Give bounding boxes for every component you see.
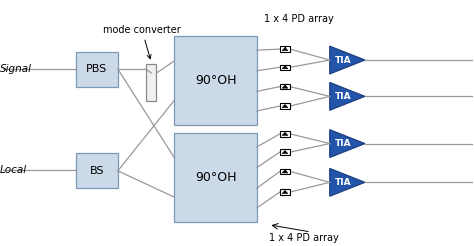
Text: 1 x 4 PD array: 1 x 4 PD array bbox=[269, 233, 339, 243]
Text: 1 x 4 PD array: 1 x 4 PD array bbox=[264, 14, 334, 24]
Text: Local: Local bbox=[0, 165, 27, 175]
Polygon shape bbox=[282, 190, 288, 194]
Bar bbox=[280, 103, 290, 109]
Bar bbox=[75, 153, 118, 188]
Text: Signal: Signal bbox=[0, 63, 32, 74]
Bar bbox=[280, 131, 290, 137]
Polygon shape bbox=[282, 132, 288, 135]
Polygon shape bbox=[330, 130, 365, 157]
Text: TIA: TIA bbox=[335, 139, 351, 148]
Polygon shape bbox=[330, 82, 365, 110]
Text: TIA: TIA bbox=[335, 178, 351, 187]
Polygon shape bbox=[282, 105, 288, 108]
Polygon shape bbox=[282, 66, 288, 69]
Text: BS: BS bbox=[90, 166, 104, 176]
Polygon shape bbox=[282, 170, 288, 173]
Polygon shape bbox=[330, 169, 365, 196]
Bar bbox=[75, 52, 118, 87]
Bar bbox=[280, 46, 290, 52]
Bar bbox=[280, 149, 290, 155]
Polygon shape bbox=[282, 151, 288, 154]
Text: TIA: TIA bbox=[335, 56, 351, 64]
Text: 90°OH: 90°OH bbox=[195, 74, 237, 87]
Text: 90°OH: 90°OH bbox=[195, 171, 237, 184]
Polygon shape bbox=[330, 46, 365, 74]
Bar bbox=[174, 36, 257, 125]
Bar bbox=[280, 169, 290, 174]
Text: TIA: TIA bbox=[335, 92, 351, 101]
Text: PBS: PBS bbox=[86, 64, 107, 74]
Bar bbox=[280, 65, 290, 70]
Bar bbox=[280, 84, 290, 89]
Bar bbox=[280, 189, 290, 195]
Bar bbox=[146, 64, 156, 101]
Polygon shape bbox=[282, 85, 288, 88]
Polygon shape bbox=[282, 47, 288, 51]
Bar bbox=[174, 133, 257, 222]
Text: mode converter: mode converter bbox=[103, 25, 181, 59]
